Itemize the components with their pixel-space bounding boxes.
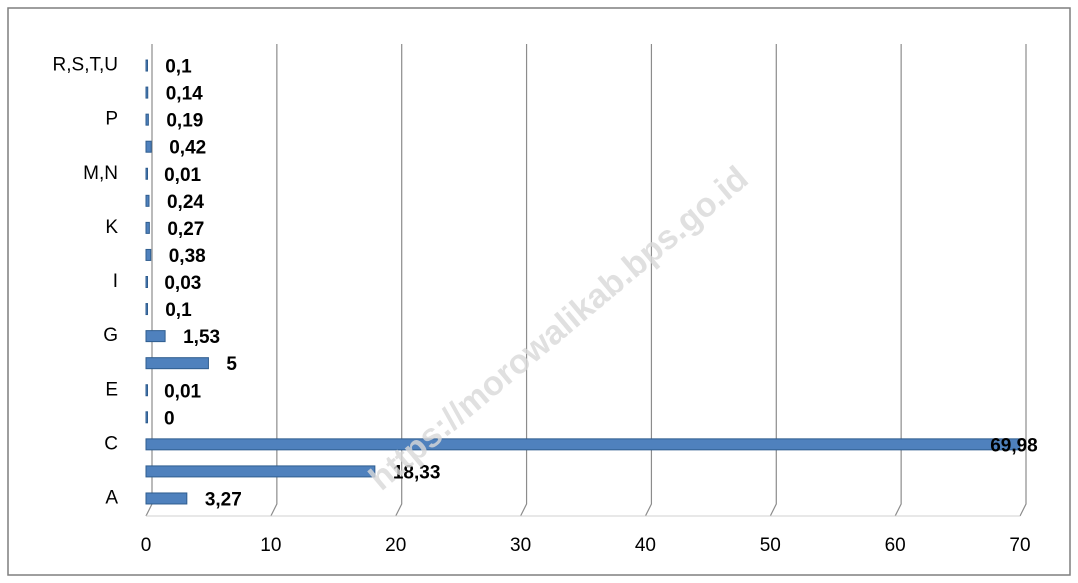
x-tick-label: 0: [141, 535, 152, 556]
value-label: 0,03: [164, 273, 201, 294]
grid-line: [1019, 44, 1027, 517]
grid-line: [894, 44, 902, 517]
value-label: 0,14: [166, 84, 203, 105]
y-tick-label: G: [103, 325, 118, 346]
bars: A 3,27 18,33 C 69,98 0 E 0,01 5 G 1,53 0,1 I 0,03 0,38…: [53, 55, 1038, 511]
value-label: 1,53: [183, 327, 220, 348]
x-tick-label: 20: [385, 535, 406, 556]
bar: [145, 492, 188, 505]
grid: 0 10 20 30 40 50 60 70: [141, 44, 1031, 556]
bar: [145, 140, 152, 153]
bar: [145, 465, 376, 478]
x-tick-label: 10: [260, 535, 281, 556]
value-label: 3,27: [205, 489, 242, 510]
y-tick-label: I: [113, 271, 118, 292]
chart-border: [7, 7, 1071, 576]
x-tick-label: 60: [885, 535, 906, 556]
value-label: 0,19: [166, 111, 203, 132]
y-tick-label: M,N: [83, 163, 118, 184]
bar: [145, 221, 150, 234]
bar: [145, 330, 166, 343]
value-label: 18,33: [393, 462, 441, 483]
bar: [145, 86, 149, 99]
y-tick-label: R,S,T,U: [53, 55, 118, 76]
bar: [145, 303, 148, 316]
value-label: 0,1: [165, 300, 192, 321]
grid-line: [520, 44, 528, 517]
bar: [145, 248, 152, 261]
value-label: 0: [164, 408, 175, 429]
grid-line: [769, 44, 777, 517]
value-label: 0,24: [167, 192, 204, 213]
value-label: 0,38: [169, 246, 206, 267]
x-tick-label: 70: [1009, 535, 1030, 556]
bar: [145, 438, 1021, 451]
bar: [145, 194, 150, 207]
value-label: 5: [226, 354, 237, 375]
y-tick-label: K: [105, 217, 118, 238]
value-label: 0,1: [165, 57, 192, 78]
bar: [145, 357, 209, 370]
y-tick-label: P: [105, 109, 118, 130]
y-tick-label: A: [105, 487, 118, 508]
value-label: 69,98: [990, 435, 1038, 456]
value-label: 0,42: [169, 138, 206, 159]
value-label: 0,01: [164, 381, 201, 402]
bar: [145, 167, 148, 180]
value-label: 0,27: [167, 219, 204, 240]
x-tick-label: 40: [635, 535, 656, 556]
x-tick-label: 30: [510, 535, 531, 556]
y-tick-label: C: [104, 433, 118, 454]
bar: [145, 59, 148, 72]
grid-line: [644, 44, 653, 517]
bar: [145, 113, 149, 126]
x-tick-label: 50: [760, 535, 781, 556]
grid-line: [395, 44, 403, 517]
bar: [145, 384, 148, 397]
value-label: 0,01: [164, 165, 201, 186]
bar: [145, 411, 148, 424]
bar: [145, 276, 148, 288]
y-tick-label: E: [105, 379, 118, 400]
grid-line: [270, 44, 278, 517]
